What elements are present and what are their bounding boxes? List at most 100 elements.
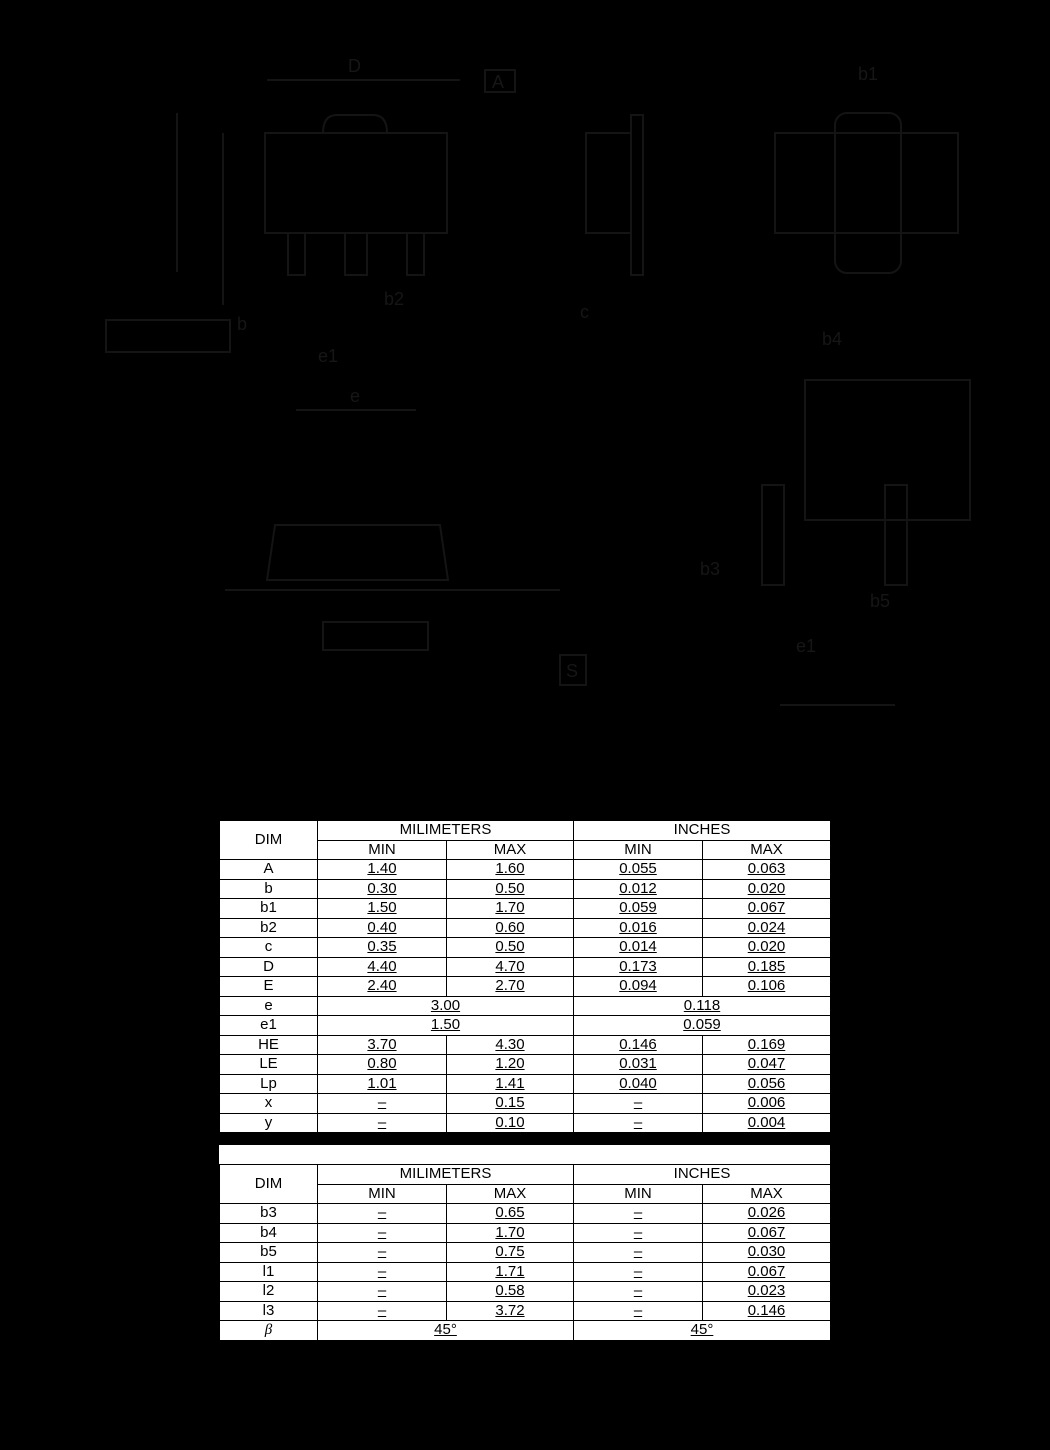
- min-header: MIN: [573, 839, 703, 860]
- dim-cell: D: [219, 956, 318, 977]
- min-header: MIN: [317, 1183, 447, 1204]
- value-cell: –: [573, 1093, 703, 1114]
- table-row: HE 3.70 4.30 0.146 0.169: [219, 1034, 831, 1055]
- value-cell: –: [573, 1222, 703, 1243]
- max-header: MAX: [702, 1183, 831, 1204]
- table-separator: [219, 1145, 830, 1164]
- table-row: l1–1.71–0.067: [219, 1261, 831, 1282]
- value-cell: 0.030: [702, 1242, 831, 1263]
- label-e: e: [350, 386, 360, 406]
- label-c: c: [580, 302, 589, 322]
- label-b5: b5: [870, 591, 890, 611]
- value-cell: 0.059: [573, 898, 703, 919]
- value-cell: –: [317, 1203, 447, 1224]
- dim-cell: HE: [219, 1034, 318, 1055]
- value-cell: 0.024: [702, 917, 831, 938]
- dim-header: DIM: [219, 820, 318, 860]
- value-cell: –: [317, 1242, 447, 1263]
- dim-cell: A: [219, 859, 318, 880]
- max-header: MAX: [702, 839, 831, 860]
- millimeters-header: MILIMETERS: [317, 1164, 574, 1185]
- value-cell: 0.020: [702, 878, 831, 899]
- table-row: b5–0.75–0.030: [219, 1242, 831, 1263]
- millimeters-header: MILIMETERS: [317, 820, 574, 841]
- value-cell: –: [317, 1300, 447, 1321]
- value-cell: 0.50: [446, 937, 574, 958]
- value-cell: –: [573, 1203, 703, 1224]
- value-cell: 0.040: [573, 1073, 703, 1094]
- value-cell: –: [573, 1261, 703, 1282]
- value-cell: 0.047: [702, 1054, 831, 1075]
- value-cell: 0.60: [446, 917, 574, 938]
- dim-cell: e: [219, 995, 318, 1016]
- value-cell: 0.016: [573, 917, 703, 938]
- value-cell: 0.185: [702, 956, 831, 977]
- table-row: y –0.10–0.004: [219, 1112, 831, 1133]
- value-cell: 0.004: [702, 1112, 831, 1133]
- dim-cell: b2: [219, 917, 318, 938]
- value-cell: –: [317, 1261, 447, 1282]
- dim-cell: l3: [219, 1300, 318, 1321]
- dim-cell: β: [219, 1320, 318, 1341]
- value-cell: –: [573, 1300, 703, 1321]
- dim-cell: e1: [219, 1015, 318, 1036]
- header-row: DIM MILIMETERS INCHES: [219, 1164, 831, 1204]
- label-A: A: [492, 72, 504, 92]
- value-cell: 0.40: [317, 917, 447, 938]
- value-cell: 1.01: [317, 1073, 447, 1094]
- dim-cell: l2: [219, 1281, 318, 1302]
- pad-layout: b3 b5 e1: [700, 379, 971, 706]
- max-header: MAX: [446, 839, 574, 860]
- value-cell: 0.146: [702, 1300, 831, 1321]
- value-cell: 1.60: [446, 859, 574, 880]
- value-cell: 1.40: [317, 859, 447, 880]
- table-row: l3–3.72–0.146: [219, 1300, 831, 1321]
- dim-cell: Lp: [219, 1073, 318, 1094]
- dimensions-table: DIM MILIMETERS INCHES MIN MAX MIN MAX A 1.40 1.60…: [219, 820, 831, 1133]
- inches-header: INCHES: [573, 820, 831, 841]
- value-cell: 0.15: [446, 1093, 574, 1114]
- table-row: b 0.30 0.50 0.012 0.020: [219, 878, 831, 899]
- dim-cell: y: [219, 1112, 318, 1133]
- min-header: MIN: [317, 839, 447, 860]
- table-row: Lp 1.01 1.41 0.040 0.056: [219, 1073, 831, 1094]
- value-cell: 0.80: [317, 1054, 447, 1075]
- table-row: b3–0.65–0.026: [219, 1203, 831, 1224]
- value-cell: 0.063: [702, 859, 831, 880]
- value-cell: 0.173: [573, 956, 703, 977]
- label-D: D: [348, 56, 361, 76]
- table-row: b4–1.70–0.067: [219, 1222, 831, 1243]
- front-view: S: [225, 524, 587, 686]
- side-view: c: [580, 114, 644, 322]
- value-cell: 0.023: [702, 1281, 831, 1302]
- value-cell: 2.40: [317, 976, 447, 997]
- dim-cell: E: [219, 976, 318, 997]
- table-row: E 2.40 2.70 0.094 0.106: [219, 976, 831, 997]
- dim-cell: b: [219, 878, 318, 899]
- value-cell: 0.020: [702, 937, 831, 958]
- value-cell: 1.41: [446, 1073, 574, 1094]
- value-cell: 4.30: [446, 1034, 574, 1055]
- dim-cell: LE: [219, 1054, 318, 1075]
- dim-cell: l1: [219, 1261, 318, 1282]
- value-cell: 0.014: [573, 937, 703, 958]
- value-cell: 0.094: [573, 976, 703, 997]
- min-header: MIN: [573, 1183, 703, 1204]
- value-cell: 2.70: [446, 976, 574, 997]
- table-row: e1 1.50 0.059: [219, 1015, 831, 1036]
- value-cell: 3.70: [317, 1034, 447, 1055]
- dim-cell: x: [219, 1093, 318, 1114]
- table-row: D 4.40 4.70 0.173 0.185: [219, 956, 831, 977]
- label-b2: b2: [384, 289, 404, 309]
- label-e1-pad: e1: [796, 636, 816, 656]
- value-cell: 0.118: [573, 995, 831, 1016]
- value-cell: 0.031: [573, 1054, 703, 1075]
- max-header: MAX: [446, 1183, 574, 1204]
- table-row: l2–0.58–0.023: [219, 1281, 831, 1302]
- label-b1: b1: [858, 64, 878, 84]
- value-cell: 1.20: [446, 1054, 574, 1075]
- table-row: b1 1.50 1.70 0.059 0.067: [219, 898, 831, 919]
- label-b4: b4: [822, 329, 842, 349]
- value-cell: 0.026: [702, 1203, 831, 1224]
- value-cell: 4.70: [446, 956, 574, 977]
